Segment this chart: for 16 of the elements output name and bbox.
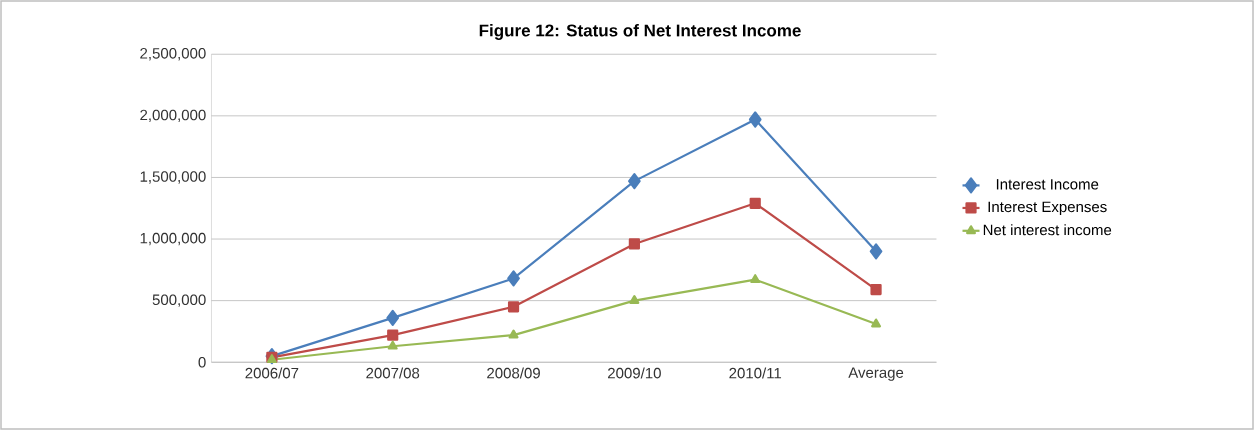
x-tick-label: 2007/08 — [366, 367, 420, 379]
y-tick-label: 1,500,000 — [140, 171, 206, 184]
legend-label: Net interest income — [983, 224, 1112, 236]
x-tick-label: 2009/10 — [608, 367, 661, 379]
x-tick-label: 2008/09 — [487, 367, 540, 379]
chart-title: Figure 12: Status of Net Interest Income — [479, 24, 801, 40]
y-tick-label: 1,000,000 — [140, 232, 206, 246]
legend-label: Interest Income — [996, 179, 1099, 190]
y-tick-label: 2,000,000 — [140, 109, 206, 123]
x-tick-label: Average — [848, 367, 904, 381]
x-tick-label: 2006/07 — [245, 367, 299, 379]
legend-label: Interest Expenses — [988, 201, 1107, 216]
x-tick-label: 2010/11 — [729, 367, 782, 379]
y-tick-label: 0 — [198, 356, 206, 368]
y-tick-label: 500,000 — [152, 294, 206, 307]
y-tick-label: 2,500,000 — [140, 48, 206, 61]
